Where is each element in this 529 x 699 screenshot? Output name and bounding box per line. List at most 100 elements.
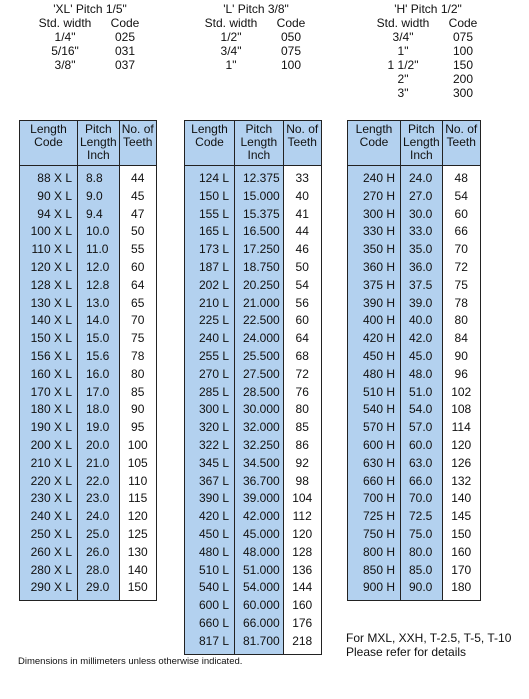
- units-footnote: Dimensions in millimeters unless otherwi…: [18, 656, 243, 667]
- length-code-cell: 510 L: [184, 561, 235, 580]
- teeth-count-cell: 68: [282, 347, 322, 366]
- table-row: 700 H 70.0 140: [347, 490, 481, 509]
- length-code-cell: 130 X L: [19, 294, 78, 313]
- width-code-value: 075: [452, 30, 474, 44]
- header-line: Teeth: [287, 135, 317, 149]
- pitch-length-cell: 45.0: [400, 347, 443, 366]
- length-code-cell: 480 L: [184, 543, 235, 562]
- length-code-cell: 180 X L: [19, 401, 78, 420]
- pitch-length-cell: 26.0: [77, 543, 120, 562]
- xl-width-list: 1/4" 025 5/16" 031 3/8" 037: [30, 30, 150, 72]
- teeth-count-cell: 41: [282, 205, 322, 224]
- table-row: 300 H 30.0 60: [347, 205, 481, 224]
- header-line: Length: [403, 135, 440, 149]
- table-row: 290 X L 29.0 150: [19, 579, 157, 602]
- pitch-length-cell: 35.0: [400, 241, 443, 259]
- l-table-body: 124 L 12.375 33 150 L 15.000 40 155 L 15.375 41 1…: [184, 165, 322, 655]
- teeth-count-cell: 76: [282, 383, 322, 402]
- length-code-cell: 230 X L: [19, 490, 78, 509]
- teeth-count-cell: 47: [118, 205, 157, 224]
- teeth-count-cell: 108: [441, 401, 481, 420]
- teeth-count-cell: 144: [282, 579, 322, 598]
- length-code-cell: 390 L: [184, 490, 235, 509]
- table-row: 817 L 81.700 218: [184, 632, 322, 655]
- std-width-value: 1 1/2": [387, 58, 419, 72]
- header-line: Pitch: [85, 122, 112, 136]
- width-code-row: 3" 300: [368, 86, 488, 100]
- std-width-value: 2": [397, 72, 409, 86]
- teeth-count-cell: 140: [118, 561, 157, 580]
- pitch-length-cell: 90.0: [400, 579, 443, 602]
- table-row: 660 H 66.0 132: [347, 472, 481, 491]
- table-row: 300 L 30.000 80: [184, 401, 322, 420]
- length-code-cell: 800 H: [347, 543, 401, 562]
- header-row: Length Code Pitch Length Inch No. of Teeth: [347, 120, 481, 166]
- table-row: 100 X L 10.0 50: [19, 223, 157, 242]
- teeth-count-cell: 75: [118, 330, 157, 348]
- h-pitch-widths: 'H' Pitch 1/2" Std. width Code 3/4" 075 1"…: [368, 2, 488, 100]
- pitch-length-cell: 63.0: [400, 454, 443, 473]
- code-header: Code: [110, 16, 140, 30]
- table-row: 128 X L 12.8 64: [19, 276, 157, 295]
- width-code-row: 5/16" 031: [30, 44, 150, 58]
- table-row: 165 L 16.500 44: [184, 223, 322, 242]
- pitch-length-cell: 70.0: [400, 490, 443, 509]
- pitch-length-cell: 60.000: [234, 597, 284, 615]
- teeth-count-cell: 104: [282, 490, 322, 509]
- table-row: 350 H 35.0 70: [347, 241, 481, 259]
- pitch-length-header: Pitch Length Inch: [400, 120, 443, 166]
- table-row: 110 X L 11.0 55: [19, 241, 157, 259]
- pitch-length-cell: 37.5: [400, 276, 443, 295]
- pitch-length-cell: 33.0: [400, 223, 443, 242]
- length-code-cell: 255 L: [184, 347, 235, 366]
- pitch-length-cell: 51.000: [234, 561, 284, 580]
- length-code-cell: 150 L: [184, 187, 235, 206]
- pitch-length-cell: 80.0: [400, 543, 443, 562]
- teeth-count-cell: 92: [282, 454, 322, 473]
- header-line: Length: [355, 122, 393, 136]
- pitch-length-cell: 23.0: [77, 490, 120, 509]
- std-width-value: 1/4": [54, 30, 76, 44]
- l-belt-table: Length Code Pitch Length Inch No. of Teeth 124…: [184, 120, 322, 655]
- header-line: Inch: [247, 148, 271, 162]
- length-code-cell: 725 H: [347, 508, 401, 526]
- table-row: 630 H 63.0 126: [347, 454, 481, 473]
- length-code-cell: 285 L: [184, 383, 235, 402]
- teeth-header: No. of Teeth: [282, 120, 322, 166]
- pitch-length-cell: 19.0: [77, 419, 120, 437]
- teeth-count-cell: 136: [282, 561, 322, 580]
- teeth-count-cell: 176: [282, 614, 322, 633]
- length-code-cell: 90 X L: [19, 187, 78, 206]
- xl-table-header: Length Code Pitch Length Inch No. of Teeth: [19, 120, 157, 166]
- pitch-length-cell: 57.0: [400, 419, 443, 437]
- length-code-cell: 390 H: [347, 294, 401, 313]
- l-width-header: Std. width Code: [196, 16, 316, 30]
- code-header: Code: [448, 16, 478, 30]
- table-row: 170 X L 17.0 85: [19, 383, 157, 402]
- table-row: 173 L 17.250 46: [184, 241, 322, 259]
- length-code-cell: 660 L: [184, 614, 235, 633]
- teeth-count-cell: 84: [441, 330, 481, 348]
- width-code-row: 2" 200: [368, 72, 488, 86]
- table-row: 285 L 28.500 76: [184, 383, 322, 402]
- length-code-cell: 630 H: [347, 454, 401, 473]
- pitch-length-cell: 85.0: [400, 561, 443, 580]
- teeth-count-cell: 85: [282, 419, 322, 437]
- teeth-count-cell: 115: [118, 490, 157, 509]
- table-row: 725 H 72.5 145: [347, 508, 481, 526]
- h-width-header: Std. width Code: [368, 16, 488, 30]
- length-code-cell: 817 L: [184, 632, 235, 655]
- std-width-header: Std. width: [204, 16, 258, 30]
- pitch-length-cell: 24.0: [77, 508, 120, 526]
- length-code-cell: 120 X L: [19, 258, 78, 277]
- length-code-cell: 400 H: [347, 312, 401, 331]
- length-code-cell: 220 X L: [19, 472, 78, 491]
- teeth-count-cell: 98: [282, 472, 322, 491]
- teeth-count-cell: 86: [282, 436, 322, 455]
- table-row: 124 L 12.375 33: [184, 165, 322, 188]
- header-line: Inch: [410, 148, 433, 162]
- table-row: 130 X L 13.0 65: [19, 294, 157, 313]
- table-row: 420 H 42.0 84: [347, 330, 481, 348]
- table-row: 210 L 21.000 56: [184, 294, 322, 313]
- l-table-header: Length Code Pitch Length Inch No. of Teeth: [184, 120, 322, 166]
